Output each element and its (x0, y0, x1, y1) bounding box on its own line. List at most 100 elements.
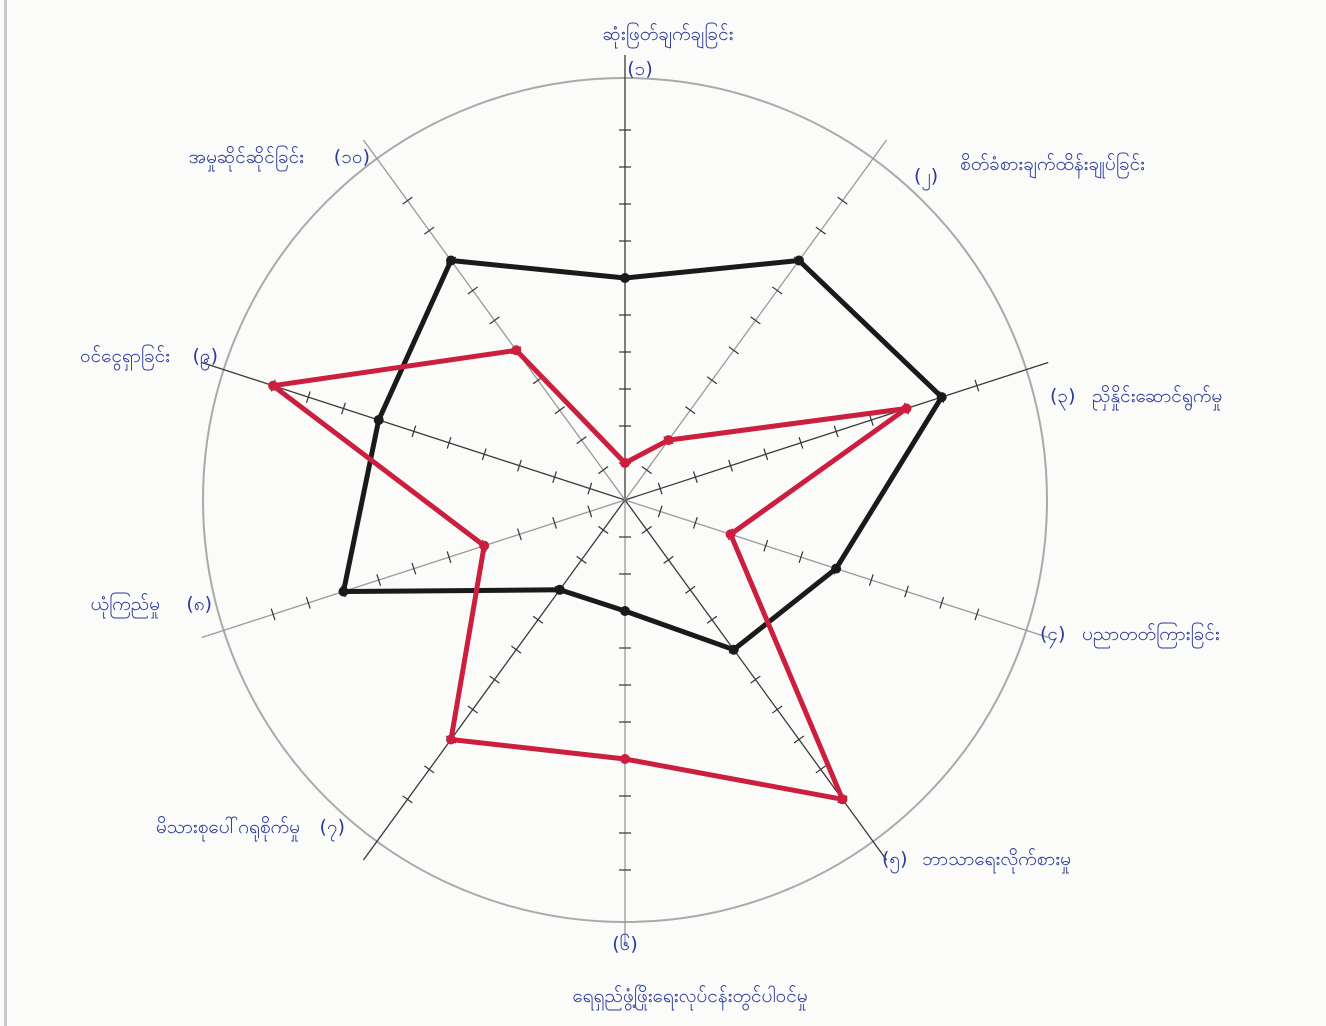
series-2-point-6 (620, 754, 630, 764)
series-2-line (270, 347, 909, 802)
axis-tick-10-7 (467, 286, 478, 295)
series-1-point-9 (373, 415, 384, 425)
axis-tick-5-9 (815, 765, 826, 774)
axis-tick-3-6 (833, 425, 839, 438)
axis-tick-8-1 (587, 505, 593, 518)
series-1-point-5 (728, 644, 739, 655)
axis-tick-9-6 (411, 425, 417, 438)
axis-tick-8-5 (446, 551, 452, 564)
axis-label-8-name: ယုံကြည်မှု (91, 591, 160, 619)
axis-tick-7-4 (532, 615, 544, 624)
axis-tick-9-3 (517, 459, 522, 472)
axis-tick-2-10 (837, 196, 848, 205)
axis-label-8-number: (၈) (186, 593, 212, 615)
axis-tick-4-2 (692, 516, 698, 529)
axis-label-6-number: (၆) (612, 932, 638, 955)
axis-tick-9-5 (446, 436, 452, 449)
axis-tick-2-4 (706, 376, 718, 385)
axis-tick-2-7 (772, 286, 783, 295)
axis-tick-5-4 (706, 615, 718, 624)
series-2-point-1 (620, 458, 630, 468)
axis-tick-8-9 (305, 597, 311, 609)
axis-tick-5-7 (772, 705, 783, 714)
axis-tick-8-7 (376, 574, 382, 586)
axis-tick-4-10 (974, 608, 980, 621)
axis-tick-10-3 (554, 406, 565, 415)
labels-layer: ဆုံးဖြတ်ချက်ချခြင်း (၁) (၂) စိတ်ခံစားချက… (80, 21, 1222, 1011)
axes-layer (201, 55, 1049, 945)
axis-tick-4-5 (798, 551, 804, 564)
axis-tick-5-1 (641, 525, 652, 534)
axis-tick-8-3 (517, 528, 522, 541)
axis-tick-9-1 (587, 482, 593, 495)
axis-tick-3-2 (692, 471, 698, 484)
series-2-point-3 (901, 403, 912, 414)
axis-label-9-number: (၉) (192, 345, 218, 371)
axis-tick-10-9 (424, 226, 435, 235)
axis-tick-10-6 (489, 316, 500, 325)
axis-tick-9-8 (341, 402, 346, 415)
series-1-point-8 (338, 586, 349, 597)
series-layer (268, 255, 947, 805)
axis-tick-2-5 (728, 346, 739, 355)
series-2-point-4 (725, 529, 736, 540)
axis-tick-8-2 (552, 516, 558, 529)
series-2-point-10 (511, 345, 522, 356)
series-1-point-7 (554, 584, 565, 595)
axis-tick-4-8 (904, 585, 909, 598)
axis-label-6-name: ရေရှည်ဖွံ့ဖြိုးရေးလုပ်ငန်းတွင်ပါဝင်မှု (572, 983, 807, 1011)
axis-tick-7-2 (576, 555, 587, 564)
axis-tick-10-1 (598, 466, 609, 475)
axis-tick-9-2 (552, 471, 558, 484)
axis-label-5-number: (၅) (882, 848, 908, 874)
axis-tick-4-7 (868, 574, 874, 586)
axis-tick-4-9 (939, 597, 945, 609)
series-1-point-4 (831, 563, 842, 574)
axis-tick-10-10 (402, 196, 413, 205)
axis-label-1-name: ဆုံးဖြတ်ချက်ချခြင်း (603, 21, 734, 49)
axis-label-1-number: (၁) (627, 58, 653, 80)
axis-tick-7-9 (424, 765, 435, 774)
axis-tick-5-2 (663, 555, 674, 564)
scan-edge (4, 0, 7, 1026)
series-1-point-1 (620, 273, 630, 283)
axis-tick-4-1 (657, 505, 663, 518)
axis-tick-3-10 (974, 379, 980, 392)
axis-label-3-name: ညှိနှိုင်းဆောင်ရွက်မှု (1092, 384, 1222, 411)
axis-tick-2-6 (750, 316, 761, 325)
axis-tick-3-3 (728, 459, 733, 472)
axis-tick-5-8 (793, 735, 805, 744)
series-1-point-3 (936, 392, 947, 403)
axis-label-5-name: ဘာသာရေးလိုက်စားမှု (922, 847, 1071, 874)
series-2-point-7 (446, 734, 456, 745)
axis-tick-8-6 (411, 562, 417, 575)
axis-tick-7-10 (402, 795, 413, 804)
axis-tick-3-5 (798, 436, 804, 449)
series-2-point-2 (663, 435, 674, 446)
series-1-point-6 (620, 606, 630, 616)
axis-tick-7-5 (511, 645, 522, 654)
axis-tick-3-7 (868, 414, 874, 426)
axis-tick-3-1 (657, 482, 663, 495)
axis-tick-2-3 (685, 406, 696, 415)
axis-tick-5-6 (750, 675, 761, 684)
axis-tick-9-9 (305, 391, 311, 403)
axis-tick-10-2 (576, 436, 587, 445)
series-2-point-9 (268, 380, 279, 391)
axis-label-9-name: ဝင်ငွေရှာခြင်း (80, 343, 170, 371)
axis-tick-4-4 (763, 539, 769, 552)
axis-tick-7-1 (598, 525, 609, 534)
axis-tick-7-6 (489, 675, 500, 684)
series-1-point-10 (446, 255, 456, 266)
axis-label-3-number: (၃) (1050, 385, 1076, 411)
series-1-point-2 (794, 255, 804, 266)
axis-tick-8-10 (270, 608, 276, 621)
axis-label-2-number: (၂) (914, 165, 938, 191)
series-2-point-8 (479, 540, 490, 551)
axis-label-2-name: စိတ်ခံစားချက်ထိန်းချုပ်ခြင်း (960, 151, 1145, 179)
axis-tick-2-9 (815, 226, 826, 235)
axis-tick-7-7 (467, 705, 478, 714)
axis-tick-2-1 (641, 466, 652, 475)
